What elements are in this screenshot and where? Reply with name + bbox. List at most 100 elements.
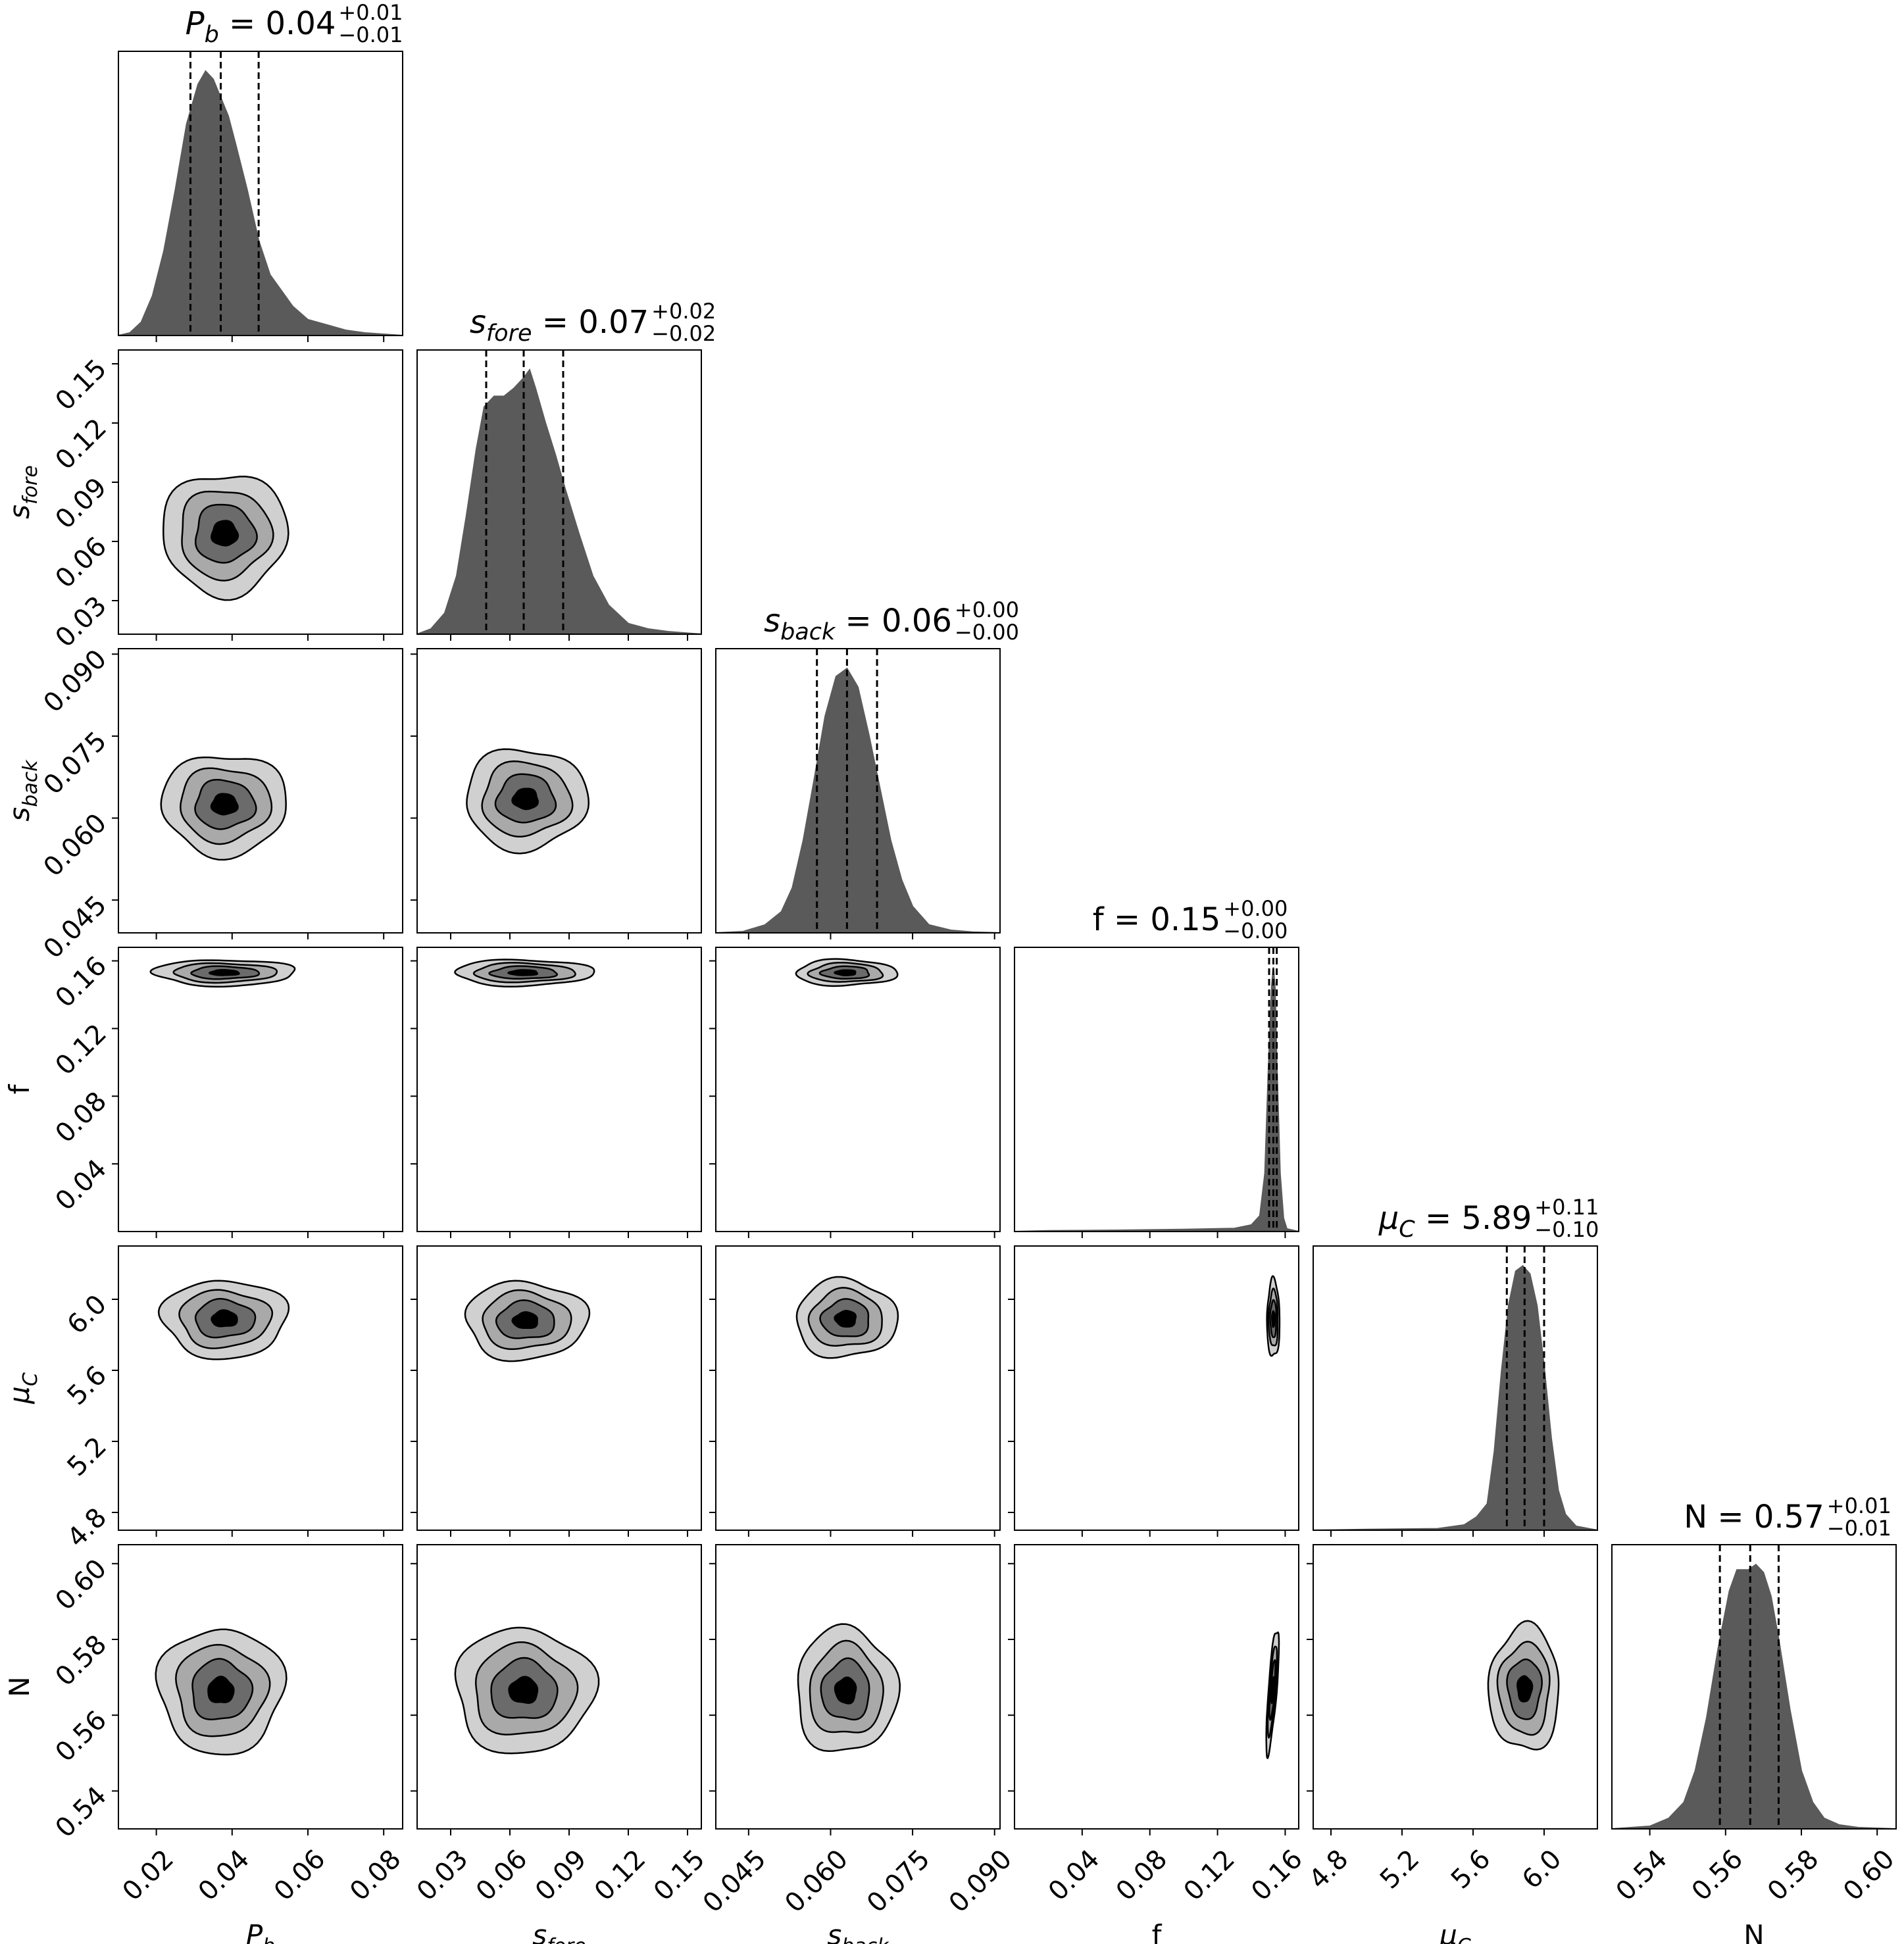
ytick-label-n: 0.54 (50, 1781, 113, 1844)
xaxis-label-f: f (1152, 1919, 1163, 1944)
panel-frame-muc-sback (715, 1245, 1001, 1531)
xtick-label-muc: 5.6 (1445, 1844, 1497, 1895)
panel-frame-sback-sfore (416, 648, 702, 934)
xtick-label-sback: 0.060 (779, 1844, 854, 1919)
panel-frame-n-sfore (416, 1544, 702, 1830)
title-n-upper: +0.01 (1827, 1493, 1891, 1518)
ytick-label-muc: 5.2 (62, 1432, 113, 1483)
title-pb-upper: +0.01 (338, 0, 403, 25)
yaxis-label-sfore: sfore (3, 465, 42, 519)
xtick-label-muc: 5.2 (1374, 1844, 1426, 1895)
ytick-label-f: 0.08 (50, 1086, 113, 1149)
panel-frame-muc-f (1014, 1245, 1299, 1531)
title-pb-lower: −0.01 (338, 22, 403, 47)
title-f-lower: −0.00 (1223, 918, 1288, 943)
contour-n-muc-level-3 (1516, 1675, 1534, 1703)
panel-frame-sback-pb (118, 648, 403, 934)
panel-sfore-vs-sfore: sfore = 0.07 +0.02−0.02 (416, 299, 716, 641)
xaxis-label-n: N (1743, 1919, 1764, 1944)
yaxis-label-n: N (3, 1676, 36, 1697)
ytick-label-sback: 0.075 (38, 726, 113, 801)
histogram-sfore (417, 368, 701, 634)
title-n-lower: −0.01 (1827, 1516, 1891, 1541)
contour-f-sback-level-3 (834, 969, 857, 976)
xtick-label-f: 0.12 (1178, 1844, 1241, 1907)
panel-f-vs-f: f = 0.15 +0.00−0.00 (1014, 896, 1299, 1238)
ytick-label-n: 0.60 (50, 1553, 113, 1616)
ytick-label-sfore: 0.15 (50, 354, 113, 417)
xtick-label-sback: 0.045 (697, 1844, 772, 1919)
panel-frame-f-f (1014, 947, 1299, 1232)
panel-muc-vs-sfore (411, 1245, 702, 1537)
xaxis-label-pb: Pb (246, 1919, 275, 1944)
xtick-label-sfore: 0.09 (530, 1844, 593, 1907)
xtick-label-n: 0.54 (1611, 1844, 1674, 1907)
ytick-label-sback: 0.045 (38, 890, 113, 965)
ytick-label-sback: 0.060 (38, 808, 113, 883)
panel-sback-vs-sback: sback = 0.06 +0.00−0.00 (715, 597, 1019, 939)
xtick-label-f: 0.08 (1111, 1844, 1174, 1907)
title-pb: Pb = 0.04 (186, 5, 336, 48)
ytick-label-muc: 4.8 (62, 1503, 113, 1554)
contour-muc-sfore-level-3 (511, 1311, 538, 1330)
panel-sback-vs-sfore (411, 648, 702, 939)
histogram-muc (1313, 1264, 1597, 1530)
panel-f-vs-pb: 0.040.080.120.16 (50, 947, 403, 1238)
panel-frame-muc-pb (118, 1245, 403, 1531)
contour-n-f-level-3 (1270, 1676, 1275, 1705)
contour-f-sfore-level-3 (507, 969, 539, 976)
panel-muc-vs-muc: μC = 5.89 +0.11−0.10 (1313, 1195, 1599, 1537)
panel-f-vs-sfore (411, 947, 702, 1238)
xtick-label-sback: 0.090 (943, 1844, 1018, 1919)
xtick-label-sfore: 0.12 (589, 1844, 652, 1907)
xaxis-label-muc: μC (1439, 1919, 1471, 1944)
title-sback-upper: +0.00 (955, 597, 1019, 622)
panel-sfore-vs-pb: 0.030.060.090.120.15 (50, 349, 403, 654)
xaxis-label-sfore: sfore (532, 1919, 586, 1944)
panel-muc-vs-pb: 4.8 5.2 5.6 6.0 (62, 1245, 403, 1554)
yaxis-label-f: f (3, 1084, 36, 1094)
panel-f-vs-sback (709, 947, 1001, 1238)
ytick-label-sfore: 0.03 (50, 591, 113, 654)
panel-n-vs-n: N = 0.57 +0.01−0.01 0.54 0.56 0.58 0.60 (1611, 1493, 1901, 1907)
histogram-sback (716, 667, 1000, 933)
xtick-label-f: 0.04 (1043, 1844, 1106, 1907)
panel-frame-pb-pb (118, 51, 403, 336)
title-sback-lower: −0.00 (955, 620, 1019, 645)
ytick-label-muc: 6.0 (62, 1289, 113, 1341)
ytick-label-f: 0.12 (50, 1018, 113, 1082)
xtick-label-sback: 0.075 (861, 1844, 936, 1919)
xtick-label-pb: 0.04 (193, 1844, 256, 1907)
ytick-label-n: 0.58 (50, 1630, 113, 1693)
panel-n-vs-pb: 0.02 0.04 0.06 0.08 0.54 0.56 0.58 0.60 (50, 1544, 407, 1907)
panel-muc-vs-sback (709, 1245, 1001, 1537)
title-sfore-upper: +0.02 (651, 299, 716, 324)
panel-frame-n-pb (118, 1544, 403, 1830)
panel-n-vs-f: 0.04 0.08 0.12 0.16 (1008, 1544, 1309, 1907)
panel-frame-sfore-pb (118, 349, 403, 635)
panel-pb-vs-pb: Pb = 0.04 +0.01−0.01 (118, 0, 403, 342)
contour-sfore-pb-level-3 (211, 520, 239, 547)
title-muc-upper: +0.11 (1534, 1195, 1599, 1220)
histogram-f (1015, 967, 1299, 1232)
xaxis-label-sback: sback (827, 1919, 889, 1944)
histogram-pb (118, 70, 403, 336)
ytick-label-muc: 5.6 (62, 1360, 113, 1412)
xtick-label-muc: 6.0 (1516, 1844, 1568, 1895)
ytick-label-sfore: 0.06 (50, 532, 113, 595)
xtick-label-n: 0.58 (1762, 1844, 1825, 1907)
title-sfore-lower: −0.02 (651, 321, 716, 346)
contour-n-sfore-level-3 (508, 1676, 539, 1704)
contour-sback-pb-level-3 (210, 793, 239, 816)
panel-frame-f-pb (118, 947, 403, 1232)
panel-frame-muc-sfore (416, 1245, 702, 1531)
histogram-n (1612, 1563, 1896, 1829)
xtick-label-muc: 4.8 (1303, 1844, 1355, 1895)
title-muc-lower: −0.10 (1534, 1217, 1599, 1242)
panel-frame-sfore-sfore (416, 349, 702, 635)
title-f-upper: +0.00 (1223, 896, 1288, 921)
xtick-label-pb: 0.02 (117, 1844, 180, 1907)
xtick-label-sfore: 0.06 (470, 1844, 534, 1907)
